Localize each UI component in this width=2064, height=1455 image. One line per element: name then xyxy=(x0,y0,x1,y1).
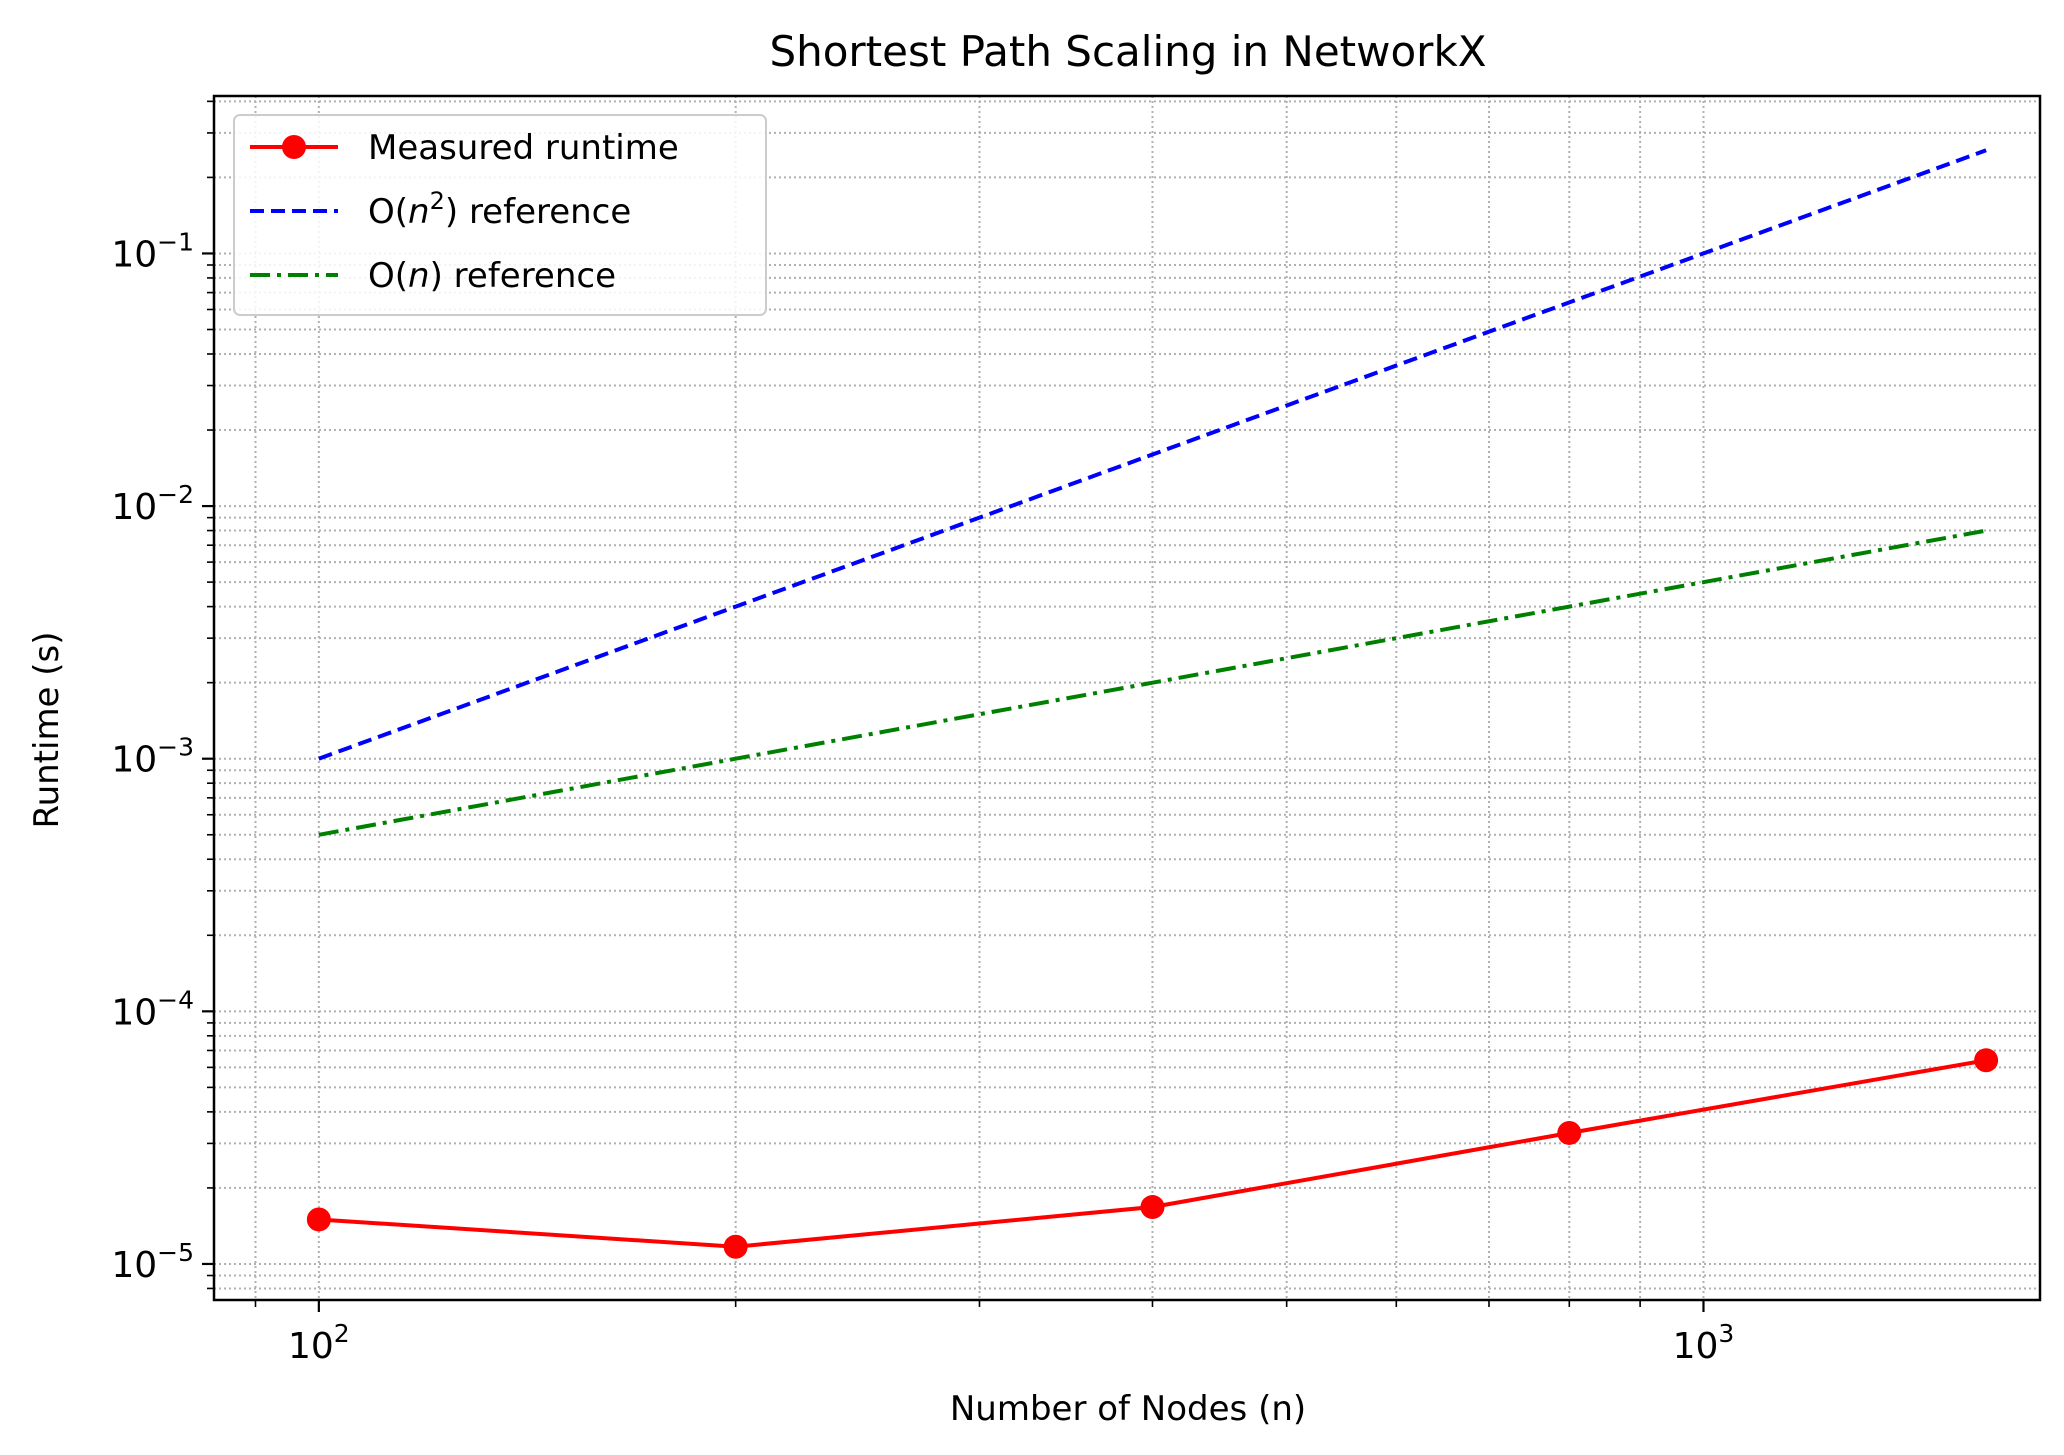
data-point xyxy=(1557,1120,1582,1145)
x-tick-label: 103 xyxy=(1673,1319,1735,1367)
axes: 102 103 10−5 10−4 10−3 10−2 10−1 xyxy=(111,94,2042,1367)
legend: Measured runtime O(n2) reference O(n) refe… xyxy=(233,114,767,316)
plot-frame xyxy=(212,94,2042,1302)
x-axis-label: Number of Nodes (n) xyxy=(950,1389,1306,1429)
y-tick-label: 10−3 xyxy=(111,733,194,781)
legend-label: O(n) reference xyxy=(368,256,616,296)
y-tick-label: 10−4 xyxy=(111,985,194,1033)
y-tick-label: 10−1 xyxy=(111,227,194,275)
series-2 xyxy=(318,528,1987,837)
legend-box xyxy=(233,114,767,316)
x-tick-label: 102 xyxy=(288,1319,350,1367)
data-point xyxy=(723,1234,748,1259)
y-axis-label: Runtime (s) xyxy=(27,631,67,828)
plot-area xyxy=(306,148,1999,1259)
y-tick-label: 10−5 xyxy=(111,1238,194,1286)
legend-label: Measured runtime xyxy=(368,128,679,168)
y-tick-label: 10−2 xyxy=(111,480,194,528)
data-point xyxy=(1974,1048,1999,1073)
series-1 xyxy=(318,148,1987,761)
grid-lines xyxy=(214,96,2040,1300)
data-point xyxy=(306,1207,331,1232)
legend-label: O(n2) reference xyxy=(368,187,631,232)
chart-title: Shortest Path Scaling in NetworkX xyxy=(769,27,1486,76)
data-point xyxy=(1140,1195,1165,1220)
legend-marker xyxy=(282,135,306,159)
series-line xyxy=(318,528,1987,837)
series-line xyxy=(318,148,1987,761)
series-0 xyxy=(306,1048,1999,1259)
